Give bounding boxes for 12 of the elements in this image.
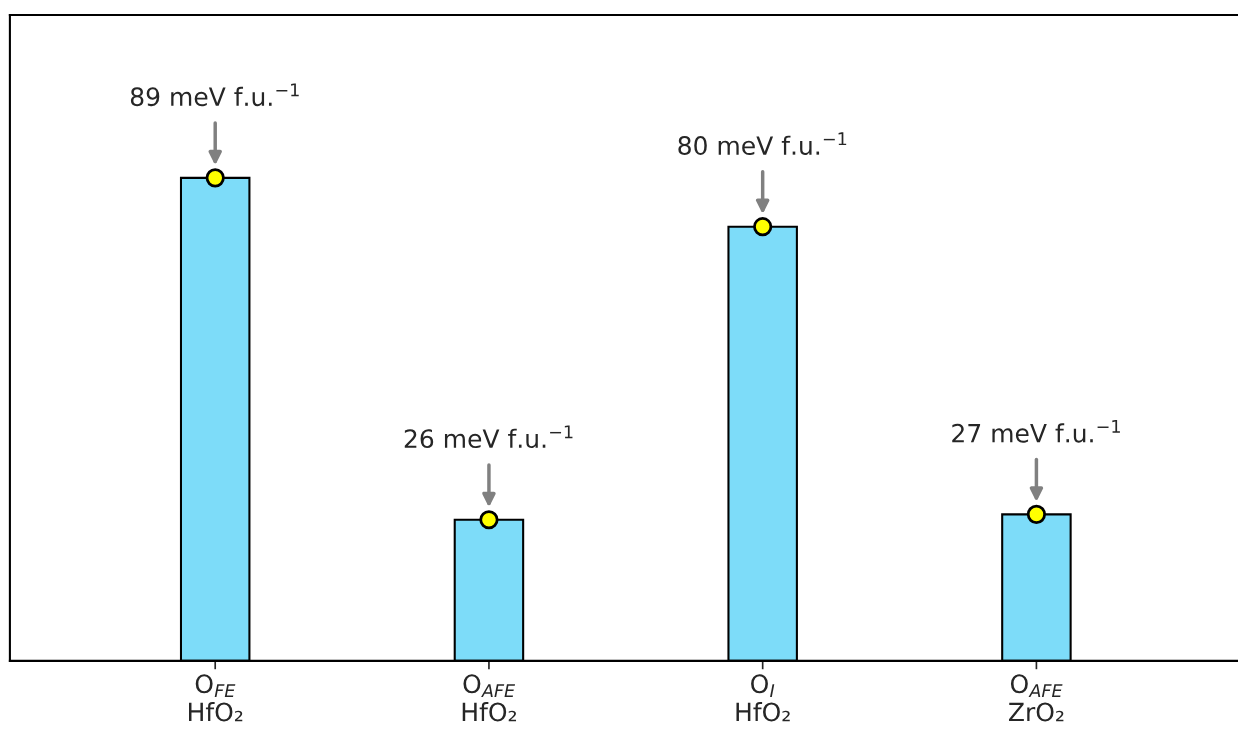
x-tick-label: O$_{AFE}$ ZrO₂: [1008, 674, 1064, 722]
point: [1026, 504, 1047, 524]
point: [479, 510, 499, 530]
x-tick-label: O$_{FE}$ HfO₂: [189, 674, 243, 722]
data-label: 26 meV f.u.$^{−1}$: [404, 425, 573, 449]
point: [753, 217, 773, 237]
x-tick-label: O$_{AFE}$ HfO₂: [462, 674, 517, 722]
data-label: 27 meV f.u.$^{−1}$: [952, 419, 1120, 443]
point: [205, 168, 225, 188]
data-label: 80 meV f.u.$^{−1}$: [678, 132, 847, 156]
data-label: 89 meV f.u.$^{−1}$: [130, 83, 299, 107]
x-tick-label: O$_{I}$ HfO₂: [736, 674, 790, 722]
